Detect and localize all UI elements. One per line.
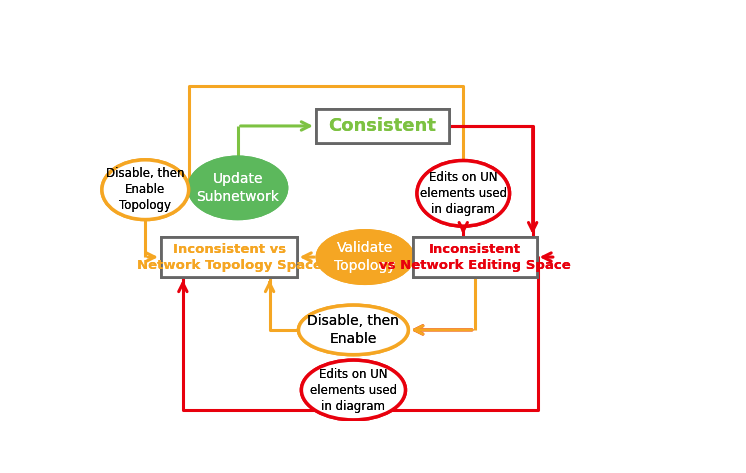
FancyBboxPatch shape	[413, 237, 537, 277]
Text: Disable, then
Enable: Disable, then Enable	[307, 314, 399, 346]
Text: Disable, then
Enable
Topology: Disable, then Enable Topology	[106, 167, 184, 212]
FancyBboxPatch shape	[413, 237, 537, 277]
FancyBboxPatch shape	[161, 237, 297, 277]
Ellipse shape	[102, 160, 189, 219]
Text: Consistent: Consistent	[328, 117, 436, 135]
Text: Inconsistent
vs Network Editing Space: Inconsistent vs Network Editing Space	[379, 243, 571, 272]
Ellipse shape	[317, 230, 413, 284]
Text: Disable, then
Enable
Topology: Disable, then Enable Topology	[106, 167, 184, 212]
Text: Consistent: Consistent	[328, 117, 436, 135]
Text: Edits on UN
elements used
in diagram: Edits on UN elements used in diagram	[310, 368, 397, 412]
Ellipse shape	[298, 305, 408, 355]
Ellipse shape	[298, 305, 408, 355]
Ellipse shape	[189, 157, 287, 219]
Text: Edits on UN
elements used
in diagram: Edits on UN elements used in diagram	[420, 171, 507, 216]
Ellipse shape	[189, 157, 287, 219]
Ellipse shape	[301, 360, 406, 420]
FancyBboxPatch shape	[316, 109, 449, 143]
Text: Disable, then
Enable: Disable, then Enable	[307, 314, 399, 346]
FancyBboxPatch shape	[161, 237, 297, 277]
Ellipse shape	[102, 160, 189, 219]
Text: Update
Subnetwork: Update Subnetwork	[196, 172, 279, 203]
FancyBboxPatch shape	[316, 109, 449, 143]
Ellipse shape	[317, 230, 413, 284]
Text: Edits on UN
elements used
in diagram: Edits on UN elements used in diagram	[420, 171, 507, 216]
Ellipse shape	[417, 160, 510, 226]
Text: Edits on UN
elements used
in diagram: Edits on UN elements used in diagram	[310, 368, 397, 412]
Text: Validate
Topology: Validate Topology	[334, 241, 395, 273]
Text: Validate
Topology: Validate Topology	[334, 241, 395, 273]
Text: Inconsistent
vs Network Editing Space: Inconsistent vs Network Editing Space	[379, 243, 571, 272]
Text: Inconsistent vs
Network Topology Space: Inconsistent vs Network Topology Space	[137, 243, 322, 272]
Text: Inconsistent vs
Network Topology Space: Inconsistent vs Network Topology Space	[137, 243, 322, 272]
Ellipse shape	[301, 360, 406, 420]
Text: Update
Subnetwork: Update Subnetwork	[196, 172, 279, 203]
Ellipse shape	[417, 160, 510, 226]
